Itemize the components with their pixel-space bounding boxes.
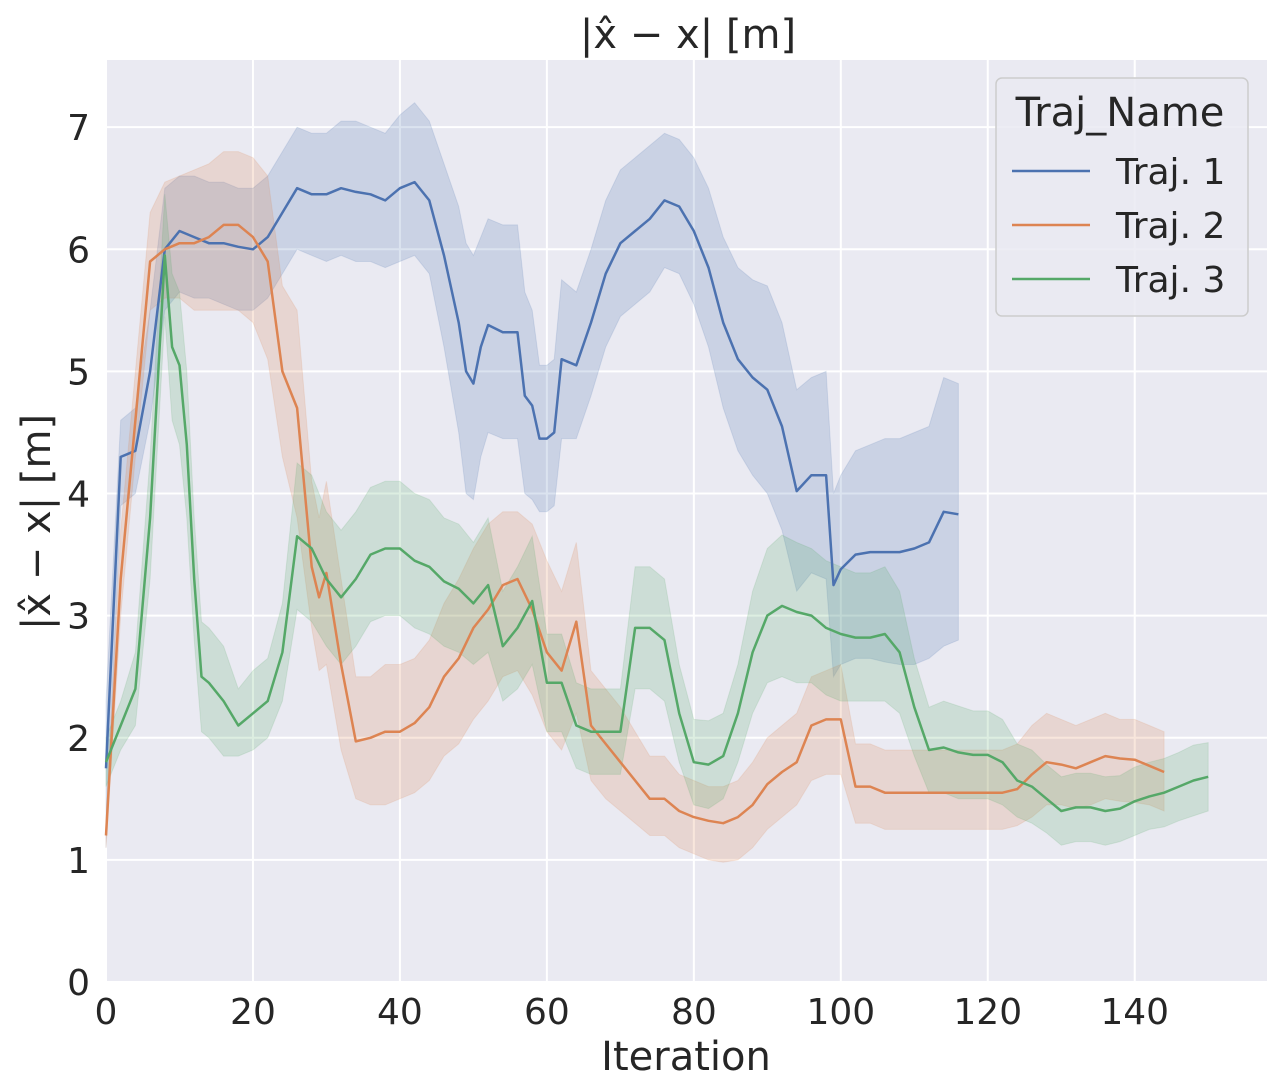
series-3-band bbox=[105, 194, 1209, 846]
legend: Traj_Name Traj. 1 Traj. 2 Traj. 3 bbox=[995, 77, 1249, 317]
y-tick-label: 3 bbox=[67, 597, 90, 638]
x-tick-label: 140 bbox=[1100, 992, 1169, 1033]
y-tick-label: 4 bbox=[67, 475, 90, 516]
series-1-line bbox=[104, 180, 959, 769]
x-tick-label: 80 bbox=[671, 992, 717, 1033]
legend-title: Traj_Name bbox=[1015, 90, 1225, 136]
legend-label: Traj. 3 bbox=[1115, 260, 1225, 301]
x-tick-label: 0 bbox=[95, 992, 118, 1033]
legend-entries: Traj. 1 Traj. 2 Traj. 3 bbox=[1012, 152, 1225, 301]
series-3-line bbox=[104, 254, 1209, 813]
x-axis-label: Iteration bbox=[601, 1034, 771, 1080]
x-tick-label: 120 bbox=[953, 992, 1022, 1033]
legend-box bbox=[995, 77, 1249, 317]
chart-title: |x̂ − x| [m] bbox=[580, 12, 796, 58]
x-tick-label: 100 bbox=[806, 992, 875, 1033]
y-tick-labels: 0 1 2 3 4 5 6 7 bbox=[67, 108, 90, 1004]
x-tick-label: 40 bbox=[377, 992, 423, 1033]
x-tick-label: 20 bbox=[230, 992, 276, 1033]
y-tick-label: 1 bbox=[67, 841, 90, 882]
series-lines bbox=[104, 180, 1209, 836]
confidence-bands bbox=[105, 101, 1209, 863]
x-tick-label: 60 bbox=[524, 992, 570, 1033]
y-axis-label: |x̂ − x| [m] bbox=[14, 414, 60, 630]
y-tick-label: 7 bbox=[67, 108, 90, 149]
series-2-line bbox=[104, 223, 1165, 836]
y-tick-label: 6 bbox=[67, 230, 90, 271]
series-1-band bbox=[105, 101, 959, 848]
y-tick-label: 2 bbox=[67, 719, 90, 760]
x-tick-labels: 0 20 40 60 80 100 120 140 bbox=[95, 992, 1170, 1033]
legend-label: Traj. 2 bbox=[1115, 206, 1225, 247]
legend-label: Traj. 1 bbox=[1115, 152, 1225, 193]
y-tick-label: 5 bbox=[67, 352, 90, 393]
y-tick-label: 0 bbox=[67, 963, 90, 1004]
